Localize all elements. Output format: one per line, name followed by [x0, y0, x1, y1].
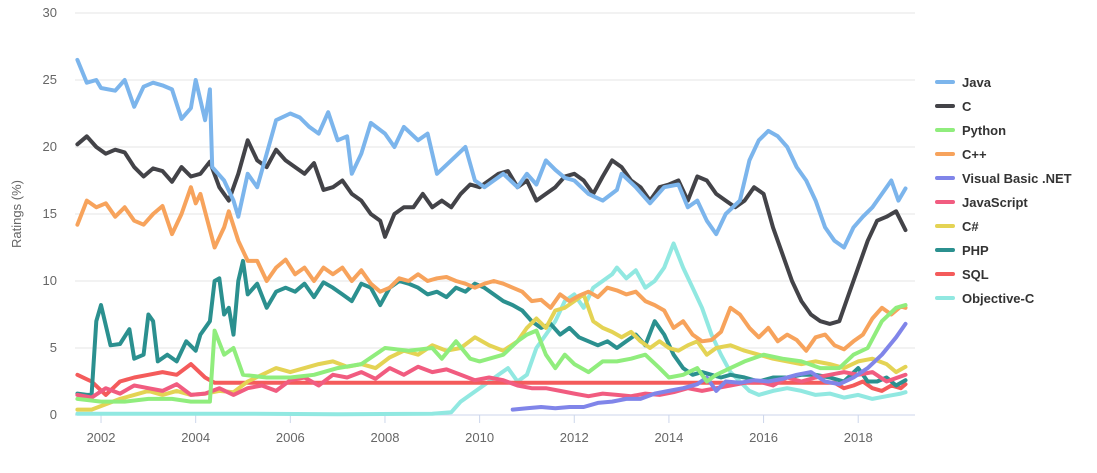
y-tick-label: 10: [43, 273, 57, 288]
y-tick-label: 0: [50, 407, 57, 422]
axes: 0 5 10 15 20 25 30 2002 2004 2006 2008 2010 2012 2014…: [9, 5, 873, 445]
series-line-c[interactable]: [75, 134, 908, 326]
legend-label: Java: [962, 75, 992, 90]
legend-label: C#: [962, 219, 979, 234]
legend-item-objective-c[interactable]: Objective-C: [935, 291, 1035, 306]
legend-label: PHP: [962, 243, 989, 258]
y-tick-label: 30: [43, 5, 57, 20]
series-line-objective-c[interactable]: [75, 241, 908, 417]
x-tick-label: 2002: [87, 430, 116, 445]
legend-item-php[interactable]: PHP: [935, 243, 989, 258]
series-line-python[interactable]: [75, 303, 908, 404]
legend-label: C++: [962, 147, 987, 162]
legend-item-java[interactable]: Java: [935, 75, 992, 90]
legend-label: C: [962, 99, 972, 114]
legend-item-sql[interactable]: SQL: [935, 267, 989, 282]
y-tick-label: 25: [43, 72, 57, 87]
grid-lines: [75, 12, 915, 416]
x-tick-label: 2006: [276, 430, 305, 445]
series-line-c[interactable]: [75, 185, 908, 353]
series-lines: [75, 57, 908, 417]
x-tick-label: 2016: [749, 430, 778, 445]
y-axis-title: Ratings (%): [9, 180, 24, 248]
x-tick-label: 2004: [181, 430, 210, 445]
legend-item-c[interactable]: C++: [935, 147, 987, 162]
x-tick-label: 2012: [560, 430, 589, 445]
y-tick-label: 15: [43, 206, 57, 221]
legend-label: Python: [962, 123, 1006, 138]
legend-label: Visual Basic .NET: [962, 171, 1072, 186]
legend-item-python[interactable]: Python: [935, 123, 1006, 138]
series-line-java[interactable]: [75, 57, 908, 250]
legend-item-c[interactable]: C#: [935, 219, 979, 234]
legend-item-c[interactable]: C: [935, 99, 972, 114]
y-tick-label: 20: [43, 139, 57, 154]
y-tick-label: 5: [50, 340, 57, 355]
legend-item-visual-basic-net[interactable]: Visual Basic .NET: [935, 171, 1072, 186]
series-line-sql[interactable]: [75, 362, 908, 397]
legend-item-javascript[interactable]: JavaScript: [935, 195, 1028, 210]
legend: Java C Python C++ Visual Basic .NET JavaScrip…: [935, 75, 1072, 306]
x-tick-label: 2014: [654, 430, 683, 445]
series-line-php[interactable]: [75, 258, 908, 397]
series-line-visual-basic-net[interactable]: [510, 321, 908, 412]
x-tick-label: 2010: [465, 430, 494, 445]
x-tick-label: 2018: [844, 430, 873, 445]
legend-label: Objective-C: [962, 291, 1035, 306]
legend-label: SQL: [962, 267, 989, 282]
legend-label: JavaScript: [962, 195, 1028, 210]
x-tick-label: 2008: [371, 430, 400, 445]
